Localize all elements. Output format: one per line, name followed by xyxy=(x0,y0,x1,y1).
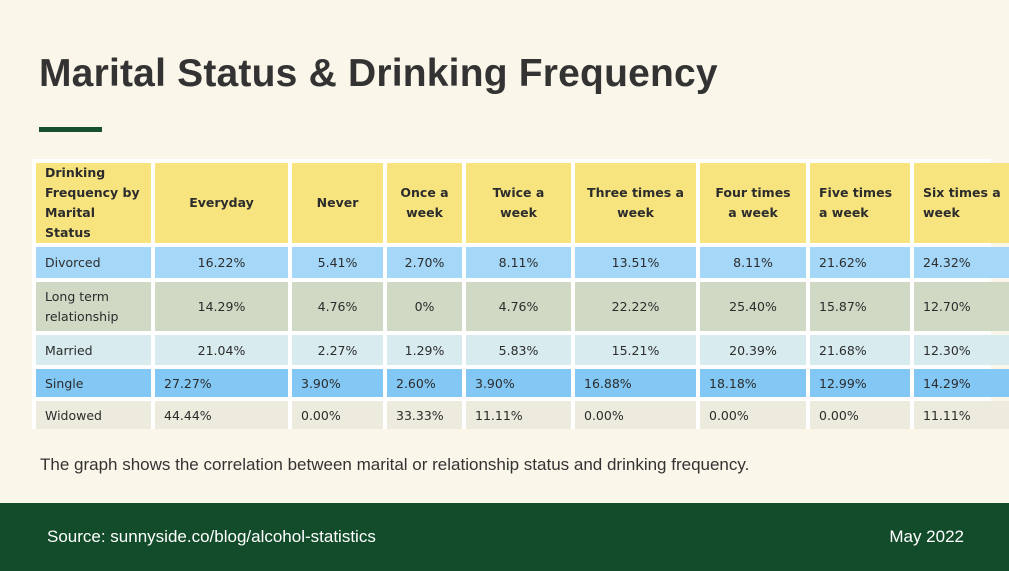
table-cell: 24.32% xyxy=(914,247,1009,278)
row-label: Divorced xyxy=(36,247,151,278)
table-cell: 27.27% xyxy=(155,369,288,397)
table-cell: 12.30% xyxy=(914,335,1009,365)
table-cell: 15.87% xyxy=(810,282,910,331)
column-header: Three times a week xyxy=(575,163,696,243)
table-cell: 8.11% xyxy=(700,247,806,278)
row-label: Married xyxy=(36,335,151,365)
table-cell: 21.62% xyxy=(810,247,910,278)
table-cell: 2.70% xyxy=(387,247,462,278)
title-accent-bar xyxy=(39,127,102,132)
table-cell: 0.00% xyxy=(700,401,806,429)
table-cell: 14.29% xyxy=(155,282,288,331)
column-header: Twice a week xyxy=(466,163,571,243)
table-cell: 18.18% xyxy=(700,369,806,397)
table-cell: 33.33% xyxy=(387,401,462,429)
table-cell: 15.21% xyxy=(575,335,696,365)
source-text: Source: sunnyside.co/blog/alcohol-statis… xyxy=(47,527,376,546)
table-cell: 21.68% xyxy=(810,335,910,365)
table-cell: 44.44% xyxy=(155,401,288,429)
row-label: Single xyxy=(36,369,151,397)
table-cell: 21.04% xyxy=(155,335,288,365)
table-cell: 2.60% xyxy=(387,369,462,397)
data-table: Drinking Frequency by Marital Status Eve… xyxy=(32,159,1009,433)
row-label: Long term relationship xyxy=(36,282,151,331)
table-header-row: Drinking Frequency by Marital Status Eve… xyxy=(36,163,1009,243)
table-cell: 20.39% xyxy=(700,335,806,365)
table-cell: 25.40% xyxy=(700,282,806,331)
column-header: Everyday xyxy=(155,163,288,243)
table-cell: 0.00% xyxy=(575,401,696,429)
column-header: Never xyxy=(292,163,383,243)
data-table-container: Drinking Frequency by Marital Status Eve… xyxy=(32,159,1009,429)
table-row: Long term relationship 14.29% 4.76% 0% 4… xyxy=(36,282,1009,331)
date-text: May 2022 xyxy=(889,527,964,546)
table-cell: 2.27% xyxy=(292,335,383,365)
chart-caption: The graph shows the correlation between … xyxy=(40,455,750,474)
table-cell: 13.51% xyxy=(575,247,696,278)
table-cell: 12.70% xyxy=(914,282,1009,331)
row-label: Widowed xyxy=(36,401,151,429)
table-cell: 11.11% xyxy=(914,401,1009,429)
column-header: Five times a week xyxy=(810,163,910,243)
table-cell: 16.22% xyxy=(155,247,288,278)
table-cell: 12.99% xyxy=(810,369,910,397)
table-cell: 0.00% xyxy=(810,401,910,429)
column-header: Six times a week xyxy=(914,163,1009,243)
table-cell: 1.29% xyxy=(387,335,462,365)
table-cell: 3.90% xyxy=(292,369,383,397)
table-cell: 11.11% xyxy=(466,401,571,429)
footer-bar: Source: sunnyside.co/blog/alcohol-statis… xyxy=(0,503,1009,571)
corner-header: Drinking Frequency by Marital Status xyxy=(36,163,151,243)
table-cell: 5.41% xyxy=(292,247,383,278)
table-cell: 22.22% xyxy=(575,282,696,331)
table-row: Married 21.04% 2.27% 1.29% 5.83% 15.21% … xyxy=(36,335,1009,365)
table-row: Single 27.27% 3.90% 2.60% 3.90% 16.88% 1… xyxy=(36,369,1009,397)
table-cell: 0% xyxy=(387,282,462,331)
table-cell: 0.00% xyxy=(292,401,383,429)
column-header: Four times a week xyxy=(700,163,806,243)
table-cell: 4.76% xyxy=(292,282,383,331)
table-cell: 8.11% xyxy=(466,247,571,278)
table-cell: 3.90% xyxy=(466,369,571,397)
table-cell: 4.76% xyxy=(466,282,571,331)
table-cell: 14.29% xyxy=(914,369,1009,397)
table-cell: 16.88% xyxy=(575,369,696,397)
column-header: Once a week xyxy=(387,163,462,243)
page-title: Marital Status & Drinking Frequency xyxy=(39,52,718,95)
table-row: Divorced 16.22% 5.41% 2.70% 8.11% 13.51%… xyxy=(36,247,1009,278)
table-cell: 5.83% xyxy=(466,335,571,365)
table-row: Widowed 44.44% 0.00% 33.33% 11.11% 0.00%… xyxy=(36,401,1009,429)
